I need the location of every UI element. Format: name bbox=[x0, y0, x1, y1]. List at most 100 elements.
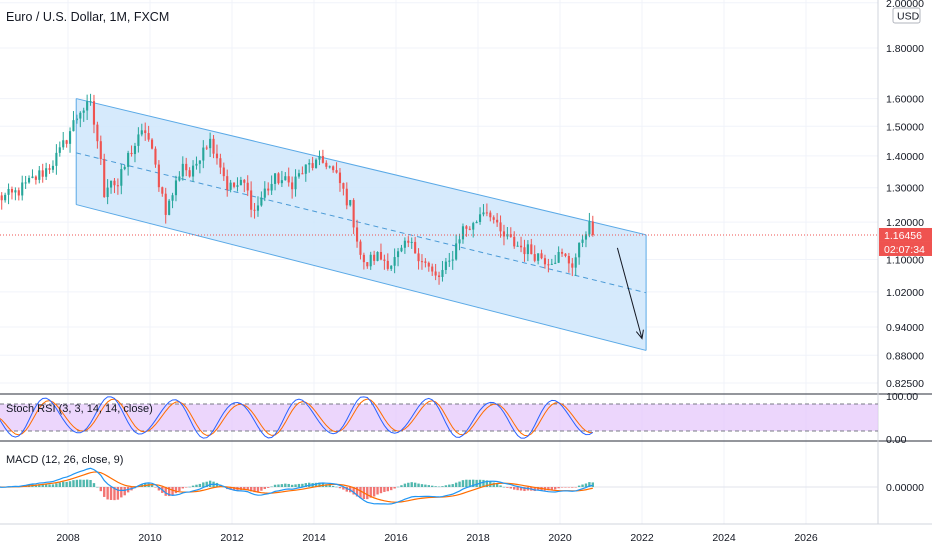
candle-body[interactable] bbox=[338, 172, 342, 184]
candle-body[interactable] bbox=[540, 253, 543, 259]
candle-body[interactable] bbox=[246, 182, 249, 191]
channel-upper-line[interactable] bbox=[76, 98, 647, 236]
candle-body[interactable] bbox=[195, 163, 198, 166]
candle-body[interactable] bbox=[157, 164, 160, 188]
time-axis[interactable]: 2008 2010 2012 2014 2016 2018 2020 2022 2024 2026 bbox=[56, 532, 818, 544]
candle-body[interactable] bbox=[468, 228, 471, 230]
candle-body[interactable] bbox=[68, 131, 72, 144]
candle-body[interactable] bbox=[7, 188, 10, 195]
candle-body[interactable] bbox=[345, 188, 348, 206]
candle-body[interactable] bbox=[584, 234, 588, 240]
candle-body[interactable] bbox=[554, 262, 557, 264]
candle-body[interactable] bbox=[14, 190, 17, 193]
candle-body[interactable] bbox=[560, 251, 564, 254]
currency-badge[interactable]: USD bbox=[892, 7, 921, 24]
candle-body[interactable] bbox=[492, 217, 495, 220]
candle-body[interactable] bbox=[311, 163, 314, 168]
candle-body[interactable] bbox=[376, 252, 379, 261]
candle-body[interactable] bbox=[4, 194, 7, 201]
channel-median-line[interactable] bbox=[76, 152, 647, 294]
candle-body[interactable] bbox=[215, 153, 219, 159]
candle-body[interactable] bbox=[393, 257, 396, 266]
candle-body[interactable] bbox=[191, 165, 195, 177]
candle-body[interactable] bbox=[284, 176, 287, 181]
candle-body[interactable] bbox=[526, 244, 529, 255]
candle-body[interactable] bbox=[154, 148, 157, 165]
candle-body[interactable] bbox=[297, 173, 301, 177]
candle-body[interactable] bbox=[137, 134, 140, 146]
candle-body[interactable] bbox=[113, 180, 116, 186]
candle-body[interactable] bbox=[451, 259, 454, 261]
candle-body[interactable] bbox=[243, 179, 246, 183]
candle-body[interactable] bbox=[420, 261, 424, 263]
candle-body[interactable] bbox=[0, 195, 3, 201]
candle-body[interactable] bbox=[427, 262, 430, 267]
candle-body[interactable] bbox=[574, 257, 577, 268]
candle-body[interactable] bbox=[96, 124, 99, 142]
candle-body[interactable] bbox=[448, 260, 451, 262]
stoch-k-line[interactable] bbox=[0, 396, 594, 439]
candle-body[interactable] bbox=[489, 212, 492, 218]
candle-body[interactable] bbox=[407, 240, 410, 243]
candle-body[interactable] bbox=[188, 170, 191, 177]
candle-body[interactable] bbox=[58, 147, 61, 153]
candle-body[interactable] bbox=[588, 221, 591, 235]
candle-body[interactable] bbox=[86, 101, 89, 111]
candle-body[interactable] bbox=[325, 162, 328, 167]
price-axis[interactable]: 2.00000 1.80000 1.60000 1.50000 1.40000 1.300… bbox=[886, 0, 924, 390]
candle-body[interactable] bbox=[362, 254, 365, 263]
candle-body[interactable] bbox=[386, 260, 389, 269]
candle-body[interactable] bbox=[38, 170, 41, 180]
candle-body[interactable] bbox=[123, 166, 126, 170]
candle-body[interactable] bbox=[550, 263, 553, 265]
candle-body[interactable] bbox=[120, 169, 123, 186]
candle-body[interactable] bbox=[109, 180, 113, 188]
candle-body[interactable] bbox=[465, 226, 468, 229]
candle-body[interactable] bbox=[130, 152, 133, 155]
candle-body[interactable] bbox=[99, 141, 102, 160]
candle-body[interactable] bbox=[181, 163, 184, 177]
candle-body[interactable] bbox=[557, 251, 560, 263]
candle-body[interactable] bbox=[369, 254, 372, 267]
candle-body[interactable] bbox=[444, 261, 447, 270]
candle-body[interactable] bbox=[229, 182, 232, 190]
candle-body[interactable] bbox=[150, 139, 154, 149]
channel-lower-line[interactable] bbox=[76, 204, 647, 351]
candle-body[interactable] bbox=[273, 173, 277, 184]
candle-body[interactable] bbox=[41, 170, 44, 177]
candle-body[interactable] bbox=[226, 176, 229, 190]
candle-body[interactable] bbox=[168, 200, 171, 215]
candle-body[interactable] bbox=[373, 254, 376, 261]
candle-body[interactable] bbox=[502, 231, 506, 237]
chart-title[interactable]: Euro / U.S. Dollar, 1M, FXCM bbox=[6, 10, 169, 24]
candle-body[interactable] bbox=[441, 269, 444, 277]
candle-body[interactable] bbox=[198, 160, 201, 164]
candle-body[interactable] bbox=[332, 166, 335, 171]
candle-body[interactable] bbox=[543, 258, 547, 265]
candle-body[interactable] bbox=[301, 173, 304, 175]
candle-body[interactable] bbox=[127, 152, 130, 167]
candle-body[interactable] bbox=[567, 256, 570, 264]
candle-body[interactable] bbox=[280, 180, 283, 184]
macd-label[interactable]: MACD (12, 26, close, 9) bbox=[6, 454, 123, 466]
candle-body[interactable] bbox=[379, 252, 383, 260]
stoch-d-line[interactable] bbox=[0, 398, 593, 437]
candle-body[interactable] bbox=[250, 190, 253, 210]
candle-body[interactable] bbox=[547, 264, 550, 266]
candle-body[interactable] bbox=[366, 262, 369, 267]
candle-body[interactable] bbox=[352, 200, 355, 228]
candle-body[interactable] bbox=[455, 243, 458, 260]
candle-body[interactable] bbox=[147, 133, 150, 140]
candle-body[interactable] bbox=[472, 223, 475, 230]
candle-body[interactable] bbox=[178, 176, 181, 181]
candlestick-series[interactable] bbox=[0, 93, 594, 285]
candle-body[interactable] bbox=[10, 188, 14, 193]
stoch-rsi-pane[interactable]: Stoch RSI (3, 3, 14, 14, close) 100.00 0… bbox=[0, 391, 918, 446]
stoch-rsi-label[interactable]: Stoch RSI (3, 3, 14, 14, close) bbox=[6, 403, 153, 415]
candle-body[interactable] bbox=[89, 101, 92, 103]
candle-body[interactable] bbox=[482, 212, 485, 215]
candle-body[interactable] bbox=[239, 179, 242, 186]
candle-body[interactable] bbox=[219, 158, 222, 168]
candle-body[interactable] bbox=[45, 168, 48, 177]
